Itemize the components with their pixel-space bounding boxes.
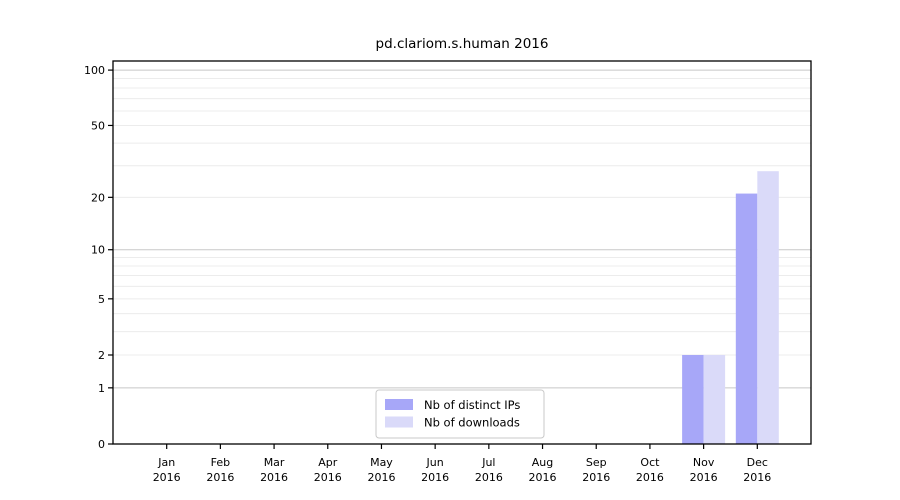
x-tick-label-month: May [370, 456, 393, 469]
y-tick-label: 50 [91, 119, 105, 132]
x-tick-label-month: Sep [586, 456, 607, 469]
x-tick-label-year: 2016 [206, 471, 234, 484]
y-tick-label: 10 [91, 244, 105, 257]
x-tick-label-year: 2016 [529, 471, 557, 484]
bar-distinct-ips [735, 193, 758, 444]
x-tick-label-year: 2016 [475, 471, 503, 484]
bar-distinct-ips [682, 354, 704, 444]
x-tick-label-year: 2016 [690, 471, 718, 484]
x-tick-label-year: 2016 [421, 471, 449, 484]
plot-frame [112, 60, 812, 445]
legend-label-distinct-ips: Nb of distinct IPs [424, 398, 520, 412]
x-tick-label-month: Feb [211, 456, 230, 469]
x-tick-label-month: Jul [481, 456, 495, 469]
x-tick-label-month: Apr [318, 456, 338, 469]
x-tick-label-month: Mar [264, 456, 285, 469]
y-tick-label: 2 [98, 349, 105, 362]
y-tick-label: 1 [98, 382, 105, 395]
y-tick-label: 5 [98, 293, 105, 306]
x-tick-label-year: 2016 [582, 471, 610, 484]
x-tick-label-year: 2016 [153, 471, 181, 484]
x-tick-label-month: Jun [426, 456, 444, 469]
x-tick-label-year: 2016 [636, 471, 664, 484]
y-tick-label: 20 [91, 191, 105, 204]
chart-title: pd.clariom.s.human 2016 [375, 36, 549, 52]
legend-swatch-distinct-ips [385, 399, 413, 410]
x-tick-label-month: Oct [640, 456, 660, 469]
x-tick-label-month: Nov [693, 456, 715, 469]
x-tick-label-year: 2016 [314, 471, 342, 484]
x-tick-label-month: Dec [747, 456, 768, 469]
legend-box [375, 389, 545, 439]
x-tick-label-month: Aug [532, 456, 553, 469]
x-tick-label-month: Jan [157, 456, 175, 469]
y-tick-label: 100 [84, 64, 105, 77]
bar-downloads [757, 171, 779, 444]
legend-label-downloads: Nb of downloads [424, 416, 520, 430]
x-tick-label-year: 2016 [743, 471, 771, 484]
legend-swatch-downloads [385, 416, 413, 428]
y-tick-label: 0 [98, 438, 105, 451]
x-tick-label-year: 2016 [367, 471, 395, 484]
bar-downloads [703, 354, 726, 444]
x-tick-label-year: 2016 [260, 471, 288, 484]
